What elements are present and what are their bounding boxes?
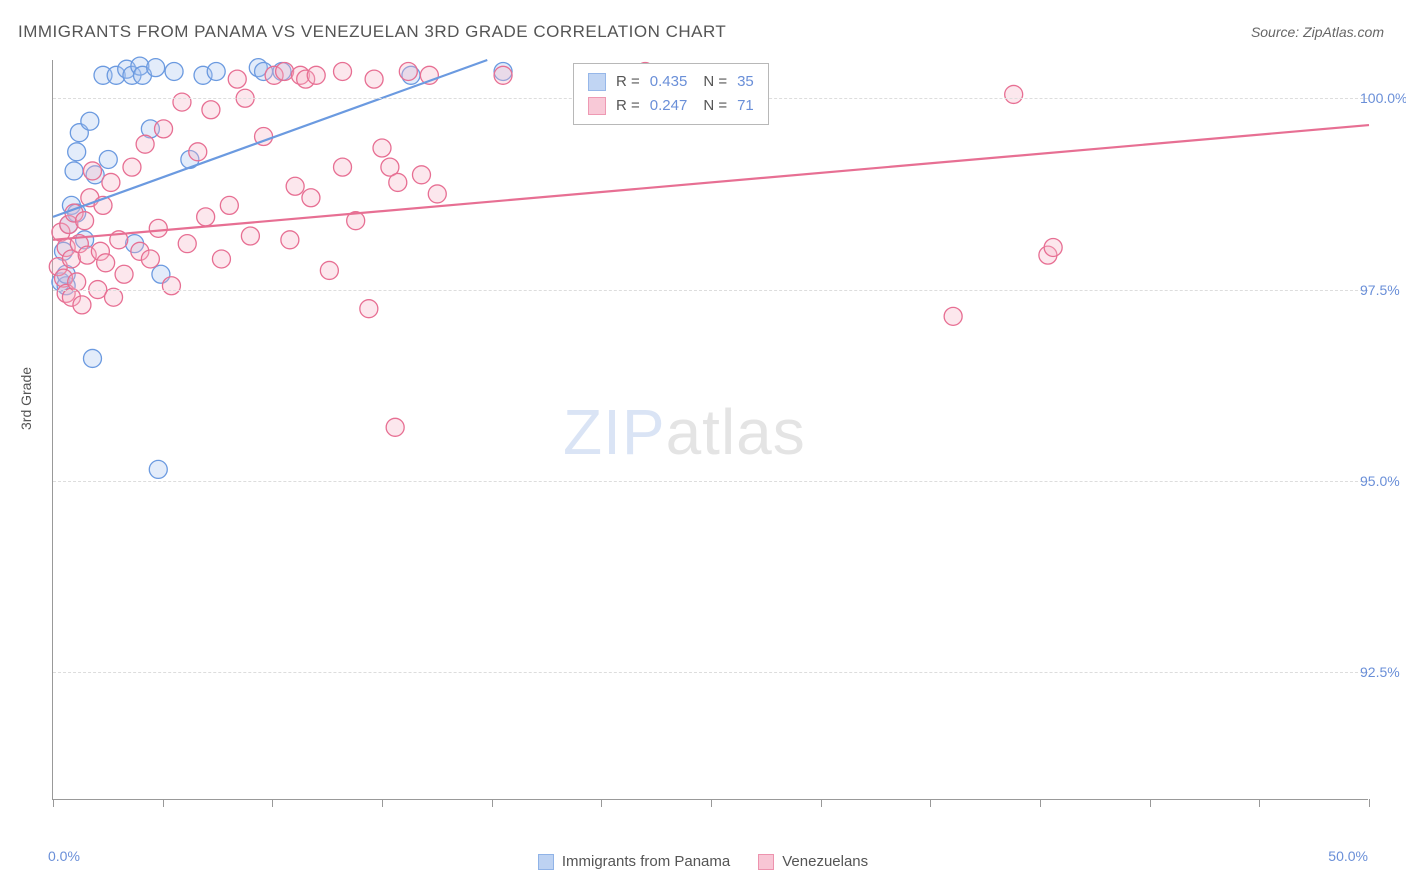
data-point [162, 277, 180, 295]
data-point [494, 66, 512, 84]
data-point [307, 66, 325, 84]
x-tick [163, 799, 164, 807]
data-point [207, 62, 225, 80]
data-point [276, 62, 294, 80]
data-point [141, 250, 159, 268]
data-point [155, 120, 173, 138]
legend-label: Venezuelans [782, 853, 868, 870]
source-label: Source: ZipAtlas.com [1251, 24, 1384, 40]
data-point [73, 296, 91, 314]
x-tick [272, 799, 273, 807]
x-tick [711, 799, 712, 807]
x-tick [821, 799, 822, 807]
stats-row: R = 0.435 N = 35 [588, 70, 754, 94]
data-point [365, 70, 383, 88]
data-point [373, 139, 391, 157]
x-tick [53, 799, 54, 807]
data-point [189, 143, 207, 161]
legend-label: Immigrants from Panama [562, 853, 730, 870]
legend-item: Venezuelans [758, 853, 868, 870]
data-point [399, 62, 417, 80]
data-point [1044, 238, 1062, 256]
x-tick [1150, 799, 1151, 807]
trend-line [53, 125, 1369, 240]
y-axis-title: 3rd Grade [18, 367, 34, 430]
stat-n-label: N = [703, 94, 727, 118]
data-point [83, 162, 101, 180]
y-tick-label: 97.5% [1360, 282, 1406, 298]
plot-svg [53, 60, 1368, 799]
data-point [83, 349, 101, 367]
data-point [334, 158, 352, 176]
data-point [241, 227, 259, 245]
stats-swatch [588, 73, 606, 91]
data-point [173, 93, 191, 111]
gridline [53, 290, 1368, 291]
chart-title: IMMIGRANTS FROM PANAMA VS VENEZUELAN 3RD… [18, 22, 726, 42]
legend-bottom: Immigrants from Panama Venezuelans [0, 853, 1406, 870]
data-point [105, 288, 123, 306]
data-point [81, 112, 99, 130]
data-point [178, 235, 196, 253]
data-point [944, 307, 962, 325]
data-point [68, 273, 86, 291]
data-point [334, 62, 352, 80]
gridline [53, 672, 1368, 673]
data-point [386, 418, 404, 436]
y-tick-label: 100.0% [1360, 90, 1406, 106]
plot-area: ZIPatlas [52, 60, 1368, 800]
stat-r-label: R = [616, 70, 640, 94]
x-tick [1369, 799, 1370, 807]
data-point [320, 261, 338, 279]
y-tick-label: 92.5% [1360, 664, 1406, 680]
stats-swatch [588, 97, 606, 115]
data-point [136, 135, 154, 153]
data-point [360, 300, 378, 318]
data-point [76, 212, 94, 230]
data-point [228, 70, 246, 88]
data-point [97, 254, 115, 272]
x-tick [930, 799, 931, 807]
x-tick [382, 799, 383, 807]
data-point [202, 101, 220, 119]
stat-r-value: 0.435 [650, 70, 688, 94]
data-point [115, 265, 133, 283]
gridline [53, 481, 1368, 482]
data-point [412, 166, 430, 184]
stat-n-value: 71 [737, 94, 754, 118]
data-point [1005, 85, 1023, 103]
legend-item: Immigrants from Panama [538, 853, 730, 870]
data-point [302, 189, 320, 207]
data-point [149, 219, 167, 237]
legend-swatch [538, 854, 554, 870]
data-point [149, 460, 167, 478]
data-point [428, 185, 446, 203]
x-tick [1040, 799, 1041, 807]
stat-n-label: N = [703, 70, 727, 94]
data-point [147, 59, 165, 77]
data-point [68, 143, 86, 161]
data-point [165, 62, 183, 80]
stats-box: R = 0.435 N = 35 R = 0.247 N = 71 [573, 63, 769, 125]
data-point [65, 162, 83, 180]
y-tick-label: 95.0% [1360, 473, 1406, 489]
data-point [281, 231, 299, 249]
stat-r-label: R = [616, 94, 640, 118]
data-point [123, 158, 141, 176]
stat-r-value: 0.247 [650, 94, 688, 118]
data-point [220, 196, 238, 214]
x-tick [601, 799, 602, 807]
data-point [102, 173, 120, 191]
legend-swatch [758, 854, 774, 870]
data-point [286, 177, 304, 195]
x-tick [492, 799, 493, 807]
stats-row: R = 0.247 N = 71 [588, 94, 754, 118]
stat-n-value: 35 [737, 70, 754, 94]
data-point [212, 250, 230, 268]
data-point [99, 150, 117, 168]
x-tick [1259, 799, 1260, 807]
data-point [389, 173, 407, 191]
data-point [197, 208, 215, 226]
